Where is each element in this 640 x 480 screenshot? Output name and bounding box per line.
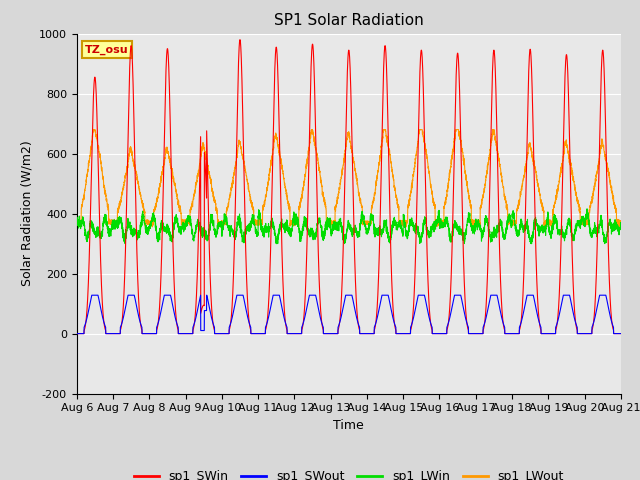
Legend: sp1_SWin, sp1_SWout, sp1_LWin, sp1_LWout: sp1_SWin, sp1_SWout, sp1_LWin, sp1_LWout <box>129 465 569 480</box>
Text: TZ_osu: TZ_osu <box>85 44 129 55</box>
Title: SP1 Solar Radiation: SP1 Solar Radiation <box>274 13 424 28</box>
X-axis label: Time: Time <box>333 419 364 432</box>
Y-axis label: Solar Radiation (W/m2): Solar Radiation (W/m2) <box>20 141 33 287</box>
